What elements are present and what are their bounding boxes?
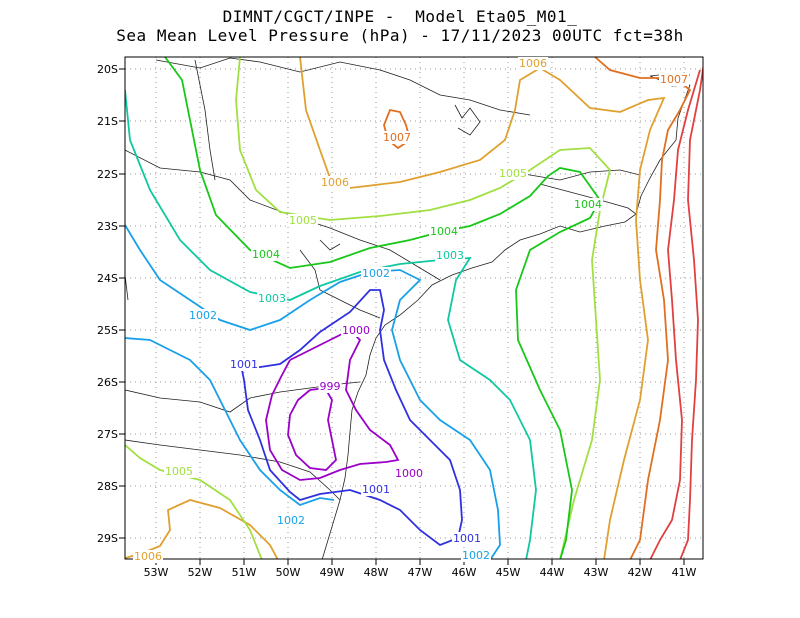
isobar-1007: [594, 57, 692, 559]
contour-label-bg: [276, 514, 306, 527]
lon-label: 43W: [584, 566, 609, 579]
contour-label: 1003: [436, 249, 464, 262]
contour-label-bg: [164, 465, 194, 478]
lon-label: 42W: [628, 566, 653, 579]
contour-label: 1002: [462, 549, 490, 562]
contour-label: 1006: [134, 550, 162, 563]
lon-label: 48W: [364, 566, 389, 579]
lon-label: 52W: [188, 566, 213, 579]
contour-label: 1005: [289, 214, 317, 227]
contour-label-bg: [361, 483, 391, 496]
lon-label: 41W: [672, 566, 697, 579]
tick-marks: [119, 68, 685, 565]
isobar-999: [287, 387, 337, 471]
lat-label: 21S: [97, 115, 118, 128]
map-title-line2: Sea Mean Level Pressure (hPa) - 17/11/20…: [116, 26, 684, 45]
lat-label: 22S: [97, 168, 118, 181]
contour-label-bg: [361, 267, 391, 280]
isobar-1002: [125, 224, 501, 559]
contour-label-bg: [498, 167, 528, 180]
lat-label: 29S: [97, 532, 118, 545]
isobar-1005: [235, 57, 611, 559]
contour-label-bg: [188, 309, 218, 322]
lat-label: 20S: [97, 63, 118, 76]
contour-label: 1002: [189, 309, 217, 322]
contour-label-bg: [229, 358, 259, 371]
lon-labels: 53W 52W 51W 50W 49W 48W 47W 46W 45W 44W …: [144, 566, 697, 579]
contour-label: 1007: [660, 73, 688, 86]
contour-label-bg: [341, 324, 371, 337]
lat-label: 28S: [97, 480, 118, 493]
contour-label: 1004: [430, 225, 458, 238]
contour-label-bg: [394, 467, 424, 480]
contour-label: 1003: [258, 292, 286, 305]
contour-label-bg: [659, 73, 689, 86]
contour-label-bg: [429, 225, 459, 238]
contour-label: 1001: [453, 532, 481, 545]
lat-label: 27S: [97, 428, 118, 441]
contour-label: 1004: [252, 248, 280, 261]
lon-label: 47W: [408, 566, 433, 579]
lat-label: 26S: [97, 376, 118, 389]
contour-label: 1000: [395, 467, 423, 480]
lon-label: 44W: [540, 566, 565, 579]
contour-label-bg: [320, 176, 350, 189]
contour-label: 1006: [519, 57, 547, 70]
contour-label-bg: [518, 57, 548, 70]
plot-frame: [124, 56, 704, 560]
contour-label-bg: [382, 131, 412, 144]
contour-label-bg: [461, 549, 491, 562]
contour-label-bg: [452, 532, 482, 545]
lat-label: 25S: [97, 324, 118, 337]
contour-label-bg: [318, 380, 342, 393]
contour-label: 1007: [383, 131, 411, 144]
lon-label: 53W: [144, 566, 169, 579]
contour-label-bg: [435, 249, 465, 262]
contour-label: 1001: [362, 483, 390, 496]
lat-label: 23S: [97, 220, 118, 233]
contour-label: 1001: [230, 358, 258, 371]
lon-label: 51W: [232, 566, 257, 579]
lon-label: 45W: [496, 566, 521, 579]
lat-labels: 20S 21S 22S 23S 24S 25S 26S 27S 28S 29S: [97, 63, 118, 545]
isobar-1001: [239, 289, 463, 547]
contour-label: 1004: [574, 198, 602, 211]
lon-label: 49W: [320, 566, 345, 579]
map-title-line1: DIMNT/CGCT/INPE - Model Eta05_M01_: [222, 7, 578, 26]
lon-label: 50W: [276, 566, 301, 579]
isobar-1008: [679, 62, 703, 559]
isobar-1006: [299, 57, 666, 559]
contour-label: 1002: [277, 514, 305, 527]
grid: [125, 57, 703, 559]
contour-label: 1005: [165, 465, 193, 478]
contour-label-bg: [288, 214, 318, 227]
isobar-1004: [164, 57, 602, 559]
contour-label: 1000: [342, 324, 370, 337]
isobar-1005b: [125, 444, 263, 559]
contour-label: 1005: [499, 167, 527, 180]
lat-label: 24S: [97, 272, 118, 285]
contour-label-bg: [573, 198, 603, 211]
lon-label: 46W: [452, 566, 477, 579]
contour-label: 1006: [321, 176, 349, 189]
contour-label: 1002: [362, 267, 390, 280]
contour-label: 999: [320, 380, 341, 393]
isobar-1008b: [649, 69, 701, 559]
contour-label-bg: [251, 248, 281, 261]
contour-label-bg: [257, 292, 287, 305]
contour-label-bg: [133, 550, 163, 563]
contour-labels: 1006 1007 1007 1006 1005 1005 1004 1004 …: [133, 57, 689, 563]
